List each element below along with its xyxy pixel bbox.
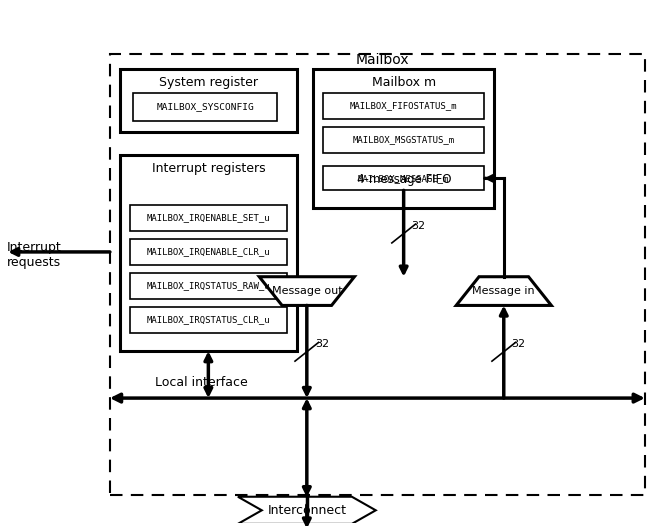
Text: Interrupt registers: Interrupt registers <box>152 161 265 175</box>
Bar <box>323 127 484 153</box>
Polygon shape <box>259 277 354 306</box>
Polygon shape <box>238 497 376 524</box>
Text: MAILBOX_IRQSTATUS_CLR_u: MAILBOX_IRQSTATUS_CLR_u <box>147 315 270 325</box>
Text: Mailbox: Mailbox <box>356 53 410 67</box>
Text: MAILBOX_FIFOSTATUS_m: MAILBOX_FIFOSTATUS_m <box>350 102 458 110</box>
Bar <box>130 205 287 231</box>
Text: Mailbox m: Mailbox m <box>372 76 436 88</box>
Text: MAILBOX_IRQENABLE_CLR_u: MAILBOX_IRQENABLE_CLR_u <box>147 247 270 257</box>
Text: 32: 32 <box>315 339 329 349</box>
Bar <box>130 307 287 333</box>
Text: MAILBOX_MESSAGE_m: MAILBOX_MESSAGE_m <box>358 174 450 183</box>
Polygon shape <box>456 277 551 306</box>
Bar <box>130 273 287 299</box>
Text: Interconnect: Interconnect <box>267 504 346 517</box>
Bar <box>133 93 277 122</box>
Text: Local interface: Local interface <box>155 376 248 389</box>
Bar <box>130 239 287 265</box>
Text: MAILBOX_MSGSTATUS_m: MAILBOX_MSGSTATUS_m <box>352 135 455 144</box>
Bar <box>323 166 484 190</box>
Text: 32: 32 <box>412 221 426 231</box>
Text: Message out: Message out <box>272 286 342 296</box>
Bar <box>120 155 297 351</box>
Text: Message in: Message in <box>472 286 535 296</box>
Text: MAILBOX_IRQENABLE_SET_u: MAILBOX_IRQENABLE_SET_u <box>147 214 270 222</box>
Text: 32: 32 <box>511 339 525 349</box>
Bar <box>120 69 297 132</box>
Bar <box>314 69 494 208</box>
Text: 4-message FIFO: 4-message FIFO <box>357 173 452 186</box>
Text: System register: System register <box>159 76 258 88</box>
Text: Interrupt
requests: Interrupt requests <box>7 240 62 269</box>
Bar <box>110 54 645 494</box>
Text: MAILBOX_IRQSTATUS_RAW_u: MAILBOX_IRQSTATUS_RAW_u <box>147 281 270 290</box>
Bar <box>323 93 484 119</box>
Text: MAILBOX_SYSCONFIG: MAILBOX_SYSCONFIG <box>157 103 254 112</box>
